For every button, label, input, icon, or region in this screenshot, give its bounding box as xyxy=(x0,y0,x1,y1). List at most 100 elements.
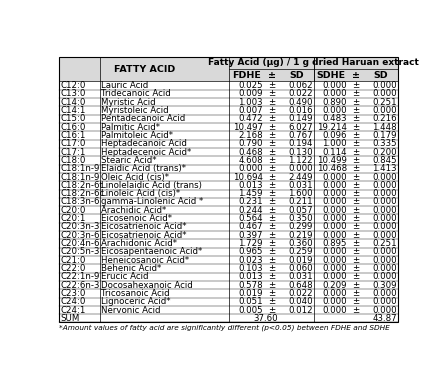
Text: ±: ± xyxy=(268,181,275,190)
Text: Lauric Acid: Lauric Acid xyxy=(101,81,148,90)
Text: 2.449: 2.449 xyxy=(288,172,313,182)
Text: ±: ± xyxy=(268,172,275,182)
Text: Lignoceric Acid*: Lignoceric Acid* xyxy=(101,297,170,306)
Text: ±: ± xyxy=(352,289,359,298)
Text: 0.000: 0.000 xyxy=(322,247,347,256)
Text: Oleic Acid (cis)*: Oleic Acid (cis)* xyxy=(101,172,169,182)
Text: C22:6n-3: C22:6n-3 xyxy=(60,281,100,290)
Text: ±: ± xyxy=(268,89,275,99)
Bar xyxy=(59,57,398,323)
Text: ±: ± xyxy=(352,256,359,264)
Text: C20:3n-6: C20:3n-6 xyxy=(60,231,100,240)
Text: 0.031: 0.031 xyxy=(288,272,313,281)
Text: ±: ± xyxy=(268,297,275,306)
Text: ±: ± xyxy=(268,189,275,198)
Text: Eicosapentaenoic Acid*: Eicosapentaenoic Acid* xyxy=(101,247,202,256)
Text: ±: ± xyxy=(268,272,275,281)
Text: 0.149: 0.149 xyxy=(288,114,313,123)
Text: SUM: SUM xyxy=(60,314,80,323)
Text: Myristoleic Acid: Myristoleic Acid xyxy=(101,106,169,115)
Text: Stearic Acid*: Stearic Acid* xyxy=(101,156,156,165)
Text: 10.694: 10.694 xyxy=(233,172,263,182)
Text: C18:1n-9: C18:1n-9 xyxy=(60,172,99,182)
Text: 2.168: 2.168 xyxy=(238,131,263,140)
Text: ±: ± xyxy=(352,123,359,132)
Text: 0.062: 0.062 xyxy=(288,81,313,90)
Text: 0.000: 0.000 xyxy=(372,172,397,182)
Text: ±: ± xyxy=(352,206,359,215)
Text: 0.209: 0.209 xyxy=(322,281,347,290)
Text: Docosahexanoic Acid: Docosahexanoic Acid xyxy=(101,281,193,290)
Text: Pentadecanoic Acid: Pentadecanoic Acid xyxy=(101,114,185,123)
Text: 0.890: 0.890 xyxy=(322,98,347,107)
Text: 0.000: 0.000 xyxy=(372,256,397,264)
Text: 0.000: 0.000 xyxy=(322,306,347,315)
Text: ±: ± xyxy=(268,106,275,115)
Text: C18:3n-6: C18:3n-6 xyxy=(60,198,100,206)
Text: ±: ± xyxy=(268,264,275,273)
Text: 0.000: 0.000 xyxy=(322,256,347,264)
Text: ±: ± xyxy=(268,81,275,90)
Text: C24:0: C24:0 xyxy=(60,297,86,306)
Text: 0.564: 0.564 xyxy=(238,214,263,223)
Text: ±: ± xyxy=(352,239,359,248)
Text: C16:1: C16:1 xyxy=(60,131,86,140)
Text: SD: SD xyxy=(289,71,304,80)
Text: 0.000: 0.000 xyxy=(322,89,347,99)
Text: 0.005: 0.005 xyxy=(238,306,263,315)
Text: 0.000: 0.000 xyxy=(322,206,347,215)
Text: C21:0: C21:0 xyxy=(60,256,86,264)
Text: ±: ± xyxy=(352,264,359,273)
Text: C16:0: C16:0 xyxy=(60,123,86,132)
Text: ±: ± xyxy=(352,214,359,223)
Text: 0.000: 0.000 xyxy=(322,272,347,281)
Text: 0.114: 0.114 xyxy=(322,147,347,157)
Text: FDHE: FDHE xyxy=(232,71,261,80)
Text: 0.251: 0.251 xyxy=(372,239,397,248)
Text: 0.845: 0.845 xyxy=(372,156,397,165)
Text: 10.468: 10.468 xyxy=(317,164,347,173)
Text: 0.096: 0.096 xyxy=(322,131,347,140)
Text: Tricosanoic Acid: Tricosanoic Acid xyxy=(101,289,169,298)
Text: ±: ± xyxy=(352,272,359,281)
Text: C20:5n-3: C20:5n-3 xyxy=(60,247,100,256)
Text: ±: ± xyxy=(352,71,360,80)
Text: C14:1: C14:1 xyxy=(60,106,86,115)
Text: C14:0: C14:0 xyxy=(60,98,86,107)
Text: 0.216: 0.216 xyxy=(372,114,397,123)
Text: 0.013: 0.013 xyxy=(238,181,263,190)
Text: 0.000: 0.000 xyxy=(322,198,347,206)
Text: C18:0: C18:0 xyxy=(60,156,86,165)
Text: Elaidic Acid (trans)*: Elaidic Acid (trans)* xyxy=(101,164,186,173)
Text: ±: ± xyxy=(352,81,359,90)
Text: ±: ± xyxy=(268,239,275,248)
Text: 0.000: 0.000 xyxy=(322,214,347,223)
Text: 0.468: 0.468 xyxy=(238,147,263,157)
Text: 0.000: 0.000 xyxy=(372,272,397,281)
Text: 0.790: 0.790 xyxy=(238,139,263,148)
Text: 0.360: 0.360 xyxy=(288,239,313,248)
Text: ±: ± xyxy=(352,172,359,182)
Text: *Amount values of fatty acid are significantly different (p<0.05) between FDHE a: *Amount values of fatty acid are signifi… xyxy=(59,325,390,331)
Text: C20:4n-6: C20:4n-6 xyxy=(60,239,100,248)
Text: 0.259: 0.259 xyxy=(288,247,313,256)
Text: 0.000: 0.000 xyxy=(372,306,397,315)
Text: 1.413: 1.413 xyxy=(372,164,397,173)
Text: 0.467: 0.467 xyxy=(238,223,263,231)
Text: 0.022: 0.022 xyxy=(288,89,313,99)
Text: 0.016: 0.016 xyxy=(288,106,313,115)
Text: 1.459: 1.459 xyxy=(238,189,263,198)
Text: ±: ± xyxy=(352,89,359,99)
Text: Eicosatrienoic Acid*: Eicosatrienoic Acid* xyxy=(101,223,186,231)
Text: ±: ± xyxy=(352,181,359,190)
Text: ±: ± xyxy=(268,231,275,240)
Text: ±: ± xyxy=(352,98,359,107)
Text: C13:0: C13:0 xyxy=(60,89,86,99)
Text: 0.000: 0.000 xyxy=(322,264,347,273)
Text: 0.040: 0.040 xyxy=(288,297,313,306)
Text: Tridecanoic Acid: Tridecanoic Acid xyxy=(101,89,170,99)
Text: 0.483: 0.483 xyxy=(322,114,347,123)
Text: 0.472: 0.472 xyxy=(238,114,263,123)
Text: 0.007: 0.007 xyxy=(238,106,263,115)
Text: 0.057: 0.057 xyxy=(288,206,313,215)
